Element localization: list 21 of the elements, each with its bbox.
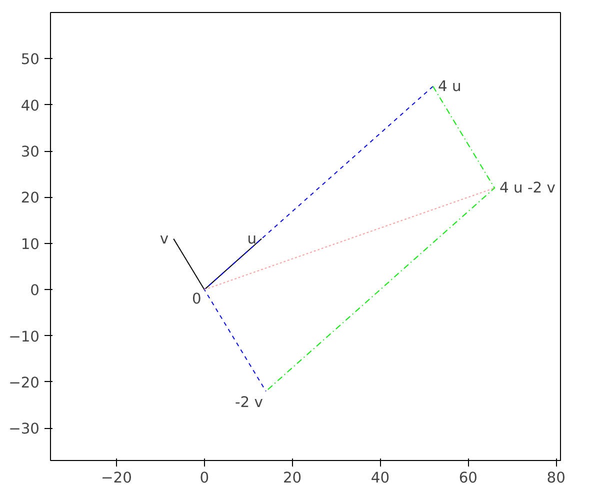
annotation: 4 u [438, 78, 462, 95]
x-tick-label: 80 [546, 470, 566, 486]
y-tick-label: 20 [20, 190, 40, 207]
annotation: u [247, 230, 257, 248]
x-tick-label: −20 [100, 470, 132, 486]
y-tick-label: 30 [20, 144, 40, 161]
y-tick-label: −20 [8, 374, 40, 392]
y-tick-label: 50 [20, 51, 40, 68]
annotation: 4 u -2 v [500, 180, 556, 197]
y-tick-label: 10 [20, 236, 40, 253]
x-tick-label: 0 [200, 470, 210, 486]
y-tick-label: −30 [8, 420, 40, 438]
annotation: 0 [192, 290, 202, 308]
annotation: -2 v [234, 394, 264, 412]
x-tick-label: 40 [370, 470, 390, 486]
annotation: v [160, 230, 169, 248]
x-tick-label: 60 [458, 470, 478, 486]
x-tick-label: 20 [282, 470, 302, 486]
y-tick-label: 40 [20, 97, 40, 114]
y-tick-label: −10 [8, 328, 40, 346]
y-tick-label: 0 [30, 282, 40, 300]
